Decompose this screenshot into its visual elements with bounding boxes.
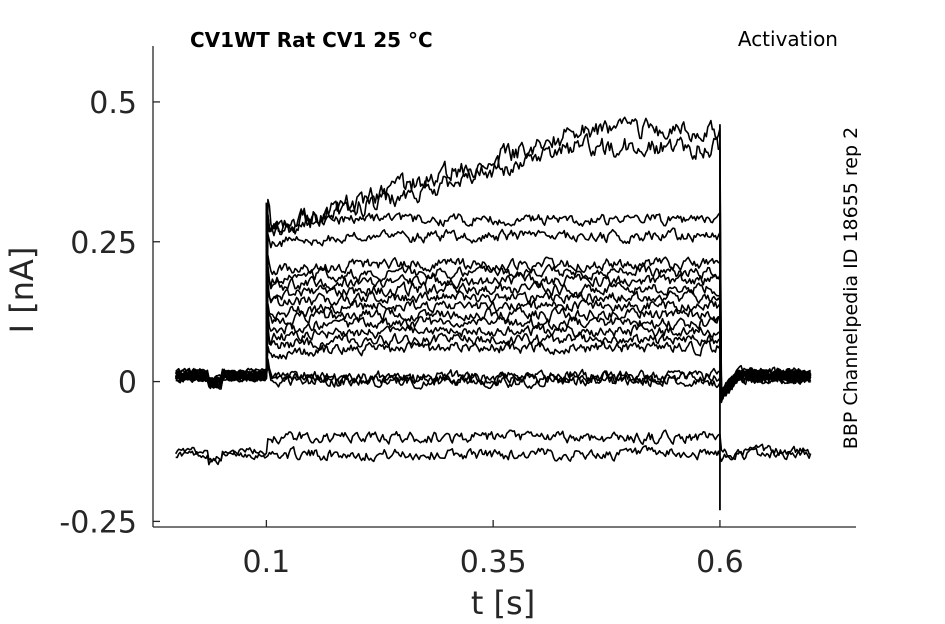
x-axis-label: t [s]: [471, 584, 535, 622]
side-label: BBP Channelpedia ID 18655 rep 2: [840, 127, 862, 449]
y-tick-label: 0: [118, 366, 137, 401]
trace-line: [175, 325, 811, 395]
x-tick-label: 0.35: [460, 545, 527, 580]
y-tick-label: 0.25: [70, 226, 137, 261]
trace-line: [175, 133, 812, 394]
trace-line: [175, 254, 812, 392]
chart-title: CV1WT Rat CV1 25 °C: [190, 28, 433, 52]
trace-line: [175, 445, 812, 466]
trace-line: [175, 429, 811, 462]
trace-line: [175, 323, 811, 401]
trace-line: [175, 211, 811, 395]
trace-line: [175, 280, 812, 398]
y-axis-label: I [nA]: [3, 247, 41, 334]
trace-line: [175, 282, 812, 399]
y-ticks: -0.25 0 0.25 0.5: [59, 86, 160, 540]
trace-line: [175, 116, 812, 399]
chart-annotation: Activation: [738, 27, 838, 51]
trace-line: [175, 340, 812, 400]
y-tick-label: 0.5: [89, 86, 137, 121]
trace-line: [175, 305, 812, 398]
trace-line: [174, 358, 811, 392]
trace-line: [175, 299, 811, 400]
traces: [174, 116, 812, 511]
x-tick-label: 0.6: [696, 545, 744, 580]
trace-line: [175, 227, 812, 398]
trace-line: [175, 310, 812, 396]
trace-line: [174, 272, 812, 396]
x-tick-label: 0.1: [243, 545, 291, 580]
x-ticks: 0.1 0.35 0.6: [243, 520, 744, 580]
y-tick-label: -0.25: [59, 505, 137, 540]
